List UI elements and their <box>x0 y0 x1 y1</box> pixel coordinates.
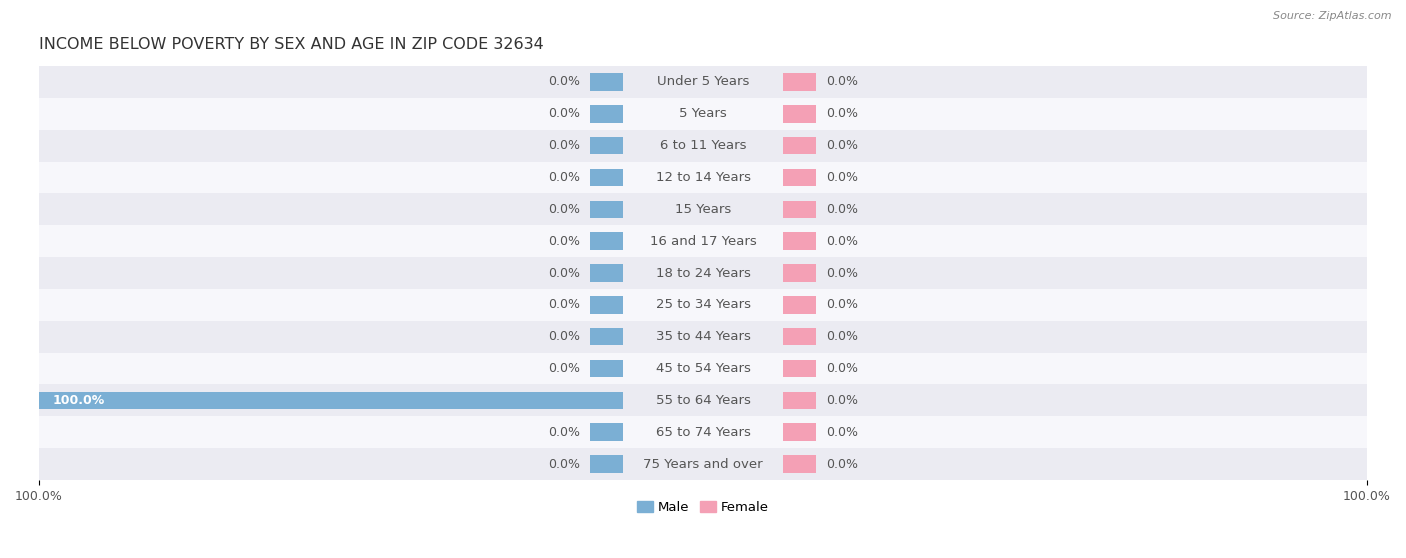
Bar <box>591 169 623 186</box>
Legend: Male, Female: Male, Female <box>631 496 775 519</box>
Bar <box>783 169 815 186</box>
Text: 0.0%: 0.0% <box>825 426 858 439</box>
Bar <box>591 296 623 314</box>
Bar <box>783 264 815 282</box>
Text: 0.0%: 0.0% <box>548 426 581 439</box>
Bar <box>39 194 1367 225</box>
Text: 0.0%: 0.0% <box>825 458 858 470</box>
Bar <box>591 105 623 123</box>
Text: 0.0%: 0.0% <box>825 107 858 121</box>
Bar <box>783 328 815 345</box>
Bar <box>39 257 1367 289</box>
Text: 0.0%: 0.0% <box>548 203 581 216</box>
Bar <box>783 392 815 409</box>
Text: 0.0%: 0.0% <box>548 362 581 375</box>
Text: 0.0%: 0.0% <box>548 458 581 470</box>
Bar <box>39 384 1367 416</box>
Text: 55 to 64 Years: 55 to 64 Years <box>655 394 751 407</box>
Bar <box>783 232 815 250</box>
Bar <box>783 200 815 218</box>
Bar <box>39 129 1367 161</box>
Text: 65 to 74 Years: 65 to 74 Years <box>655 426 751 439</box>
Bar <box>39 416 1367 448</box>
Bar <box>783 424 815 441</box>
Text: 0.0%: 0.0% <box>825 203 858 216</box>
Text: 0.0%: 0.0% <box>548 330 581 343</box>
Text: 45 to 54 Years: 45 to 54 Years <box>655 362 751 375</box>
Bar <box>39 161 1367 194</box>
Text: 0.0%: 0.0% <box>548 299 581 311</box>
Text: 0.0%: 0.0% <box>825 330 858 343</box>
Bar <box>783 360 815 377</box>
Text: 12 to 14 Years: 12 to 14 Years <box>655 171 751 184</box>
Text: 5 Years: 5 Years <box>679 107 727 121</box>
Text: 16 and 17 Years: 16 and 17 Years <box>650 235 756 248</box>
Bar <box>591 232 623 250</box>
Text: 0.0%: 0.0% <box>825 75 858 88</box>
Text: 100.0%: 100.0% <box>52 394 104 407</box>
Bar <box>39 225 1367 257</box>
Bar <box>39 392 623 409</box>
Text: 25 to 34 Years: 25 to 34 Years <box>655 299 751 311</box>
Bar <box>591 360 623 377</box>
Bar <box>783 296 815 314</box>
Bar <box>783 105 815 123</box>
Text: 0.0%: 0.0% <box>825 171 858 184</box>
Text: 0.0%: 0.0% <box>825 362 858 375</box>
Text: 0.0%: 0.0% <box>825 235 858 248</box>
Bar <box>39 98 1367 129</box>
Bar <box>39 448 1367 480</box>
Text: 15 Years: 15 Years <box>675 203 731 216</box>
Bar <box>591 264 623 282</box>
Bar <box>591 455 623 473</box>
Bar <box>591 328 623 345</box>
Bar <box>783 137 815 155</box>
Text: 0.0%: 0.0% <box>548 139 581 152</box>
Text: 0.0%: 0.0% <box>548 267 581 280</box>
Text: Under 5 Years: Under 5 Years <box>657 75 749 88</box>
Bar <box>783 73 815 90</box>
Text: 0.0%: 0.0% <box>548 235 581 248</box>
Text: 0.0%: 0.0% <box>825 394 858 407</box>
Bar <box>39 353 1367 384</box>
Bar <box>591 137 623 155</box>
Text: 0.0%: 0.0% <box>825 267 858 280</box>
Bar <box>783 455 815 473</box>
Text: 0.0%: 0.0% <box>548 107 581 121</box>
Text: 18 to 24 Years: 18 to 24 Years <box>655 267 751 280</box>
Text: 0.0%: 0.0% <box>548 75 581 88</box>
Bar <box>591 73 623 90</box>
Text: Source: ZipAtlas.com: Source: ZipAtlas.com <box>1274 11 1392 21</box>
Text: INCOME BELOW POVERTY BY SEX AND AGE IN ZIP CODE 32634: INCOME BELOW POVERTY BY SEX AND AGE IN Z… <box>39 37 544 52</box>
Bar <box>39 66 1367 98</box>
Text: 0.0%: 0.0% <box>825 139 858 152</box>
Text: 75 Years and over: 75 Years and over <box>643 458 763 470</box>
Text: 35 to 44 Years: 35 to 44 Years <box>655 330 751 343</box>
Bar <box>39 289 1367 321</box>
Text: 6 to 11 Years: 6 to 11 Years <box>659 139 747 152</box>
Text: 0.0%: 0.0% <box>548 171 581 184</box>
Bar <box>591 424 623 441</box>
Bar <box>591 200 623 218</box>
Text: 0.0%: 0.0% <box>825 299 858 311</box>
Bar <box>39 321 1367 353</box>
